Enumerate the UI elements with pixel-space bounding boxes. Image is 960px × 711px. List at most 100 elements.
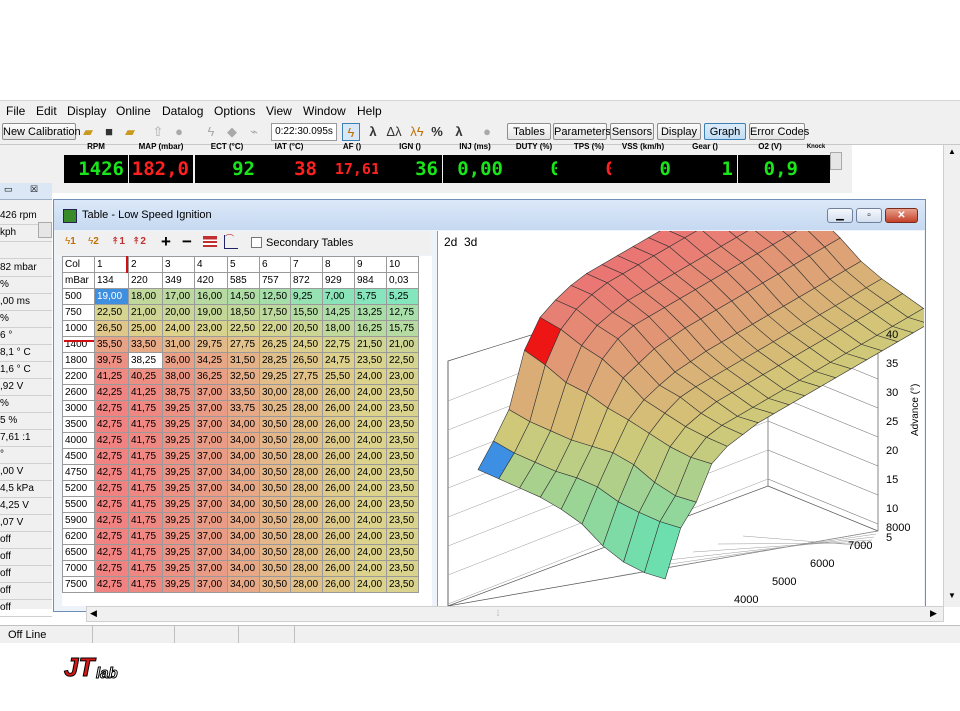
scroll-down-icon[interactable]: ▼ [948, 591, 956, 600]
table-cell[interactable]: 37,00 [194, 464, 228, 481]
menu-display[interactable]: Display [67, 104, 107, 118]
table-cell[interactable]: 34,00 [227, 432, 260, 449]
table-cell[interactable]: 28,00 [290, 576, 323, 593]
table-cell[interactable]: 18,00 [322, 320, 355, 337]
table-cell[interactable]: 23,50 [386, 464, 419, 481]
table-cell[interactable]: 26,00 [322, 480, 355, 497]
table-cell[interactable]: 24,00 [354, 544, 387, 561]
table-cell[interactable]: 42,75 [94, 448, 129, 465]
table-cell[interactable]: 34,00 [227, 464, 260, 481]
table-cell[interactable]: 12,50 [259, 288, 291, 305]
ignition-surface-3d[interactable]: 5 10 15 20 25 30 35 40 Advance (°) 4000 5000 6000 70… [438, 231, 924, 606]
table-cell[interactable]: 37,00 [194, 416, 228, 433]
table-cell[interactable]: 35,50 [94, 336, 129, 353]
sensors-button[interactable]: Sensors [610, 123, 654, 140]
table-cell[interactable]: 30,50 [259, 416, 291, 433]
table-cell[interactable]: 41,75 [128, 464, 163, 481]
table-cell[interactable]: 37,00 [194, 448, 228, 465]
table-cell[interactable]: 39,25 [162, 560, 195, 577]
table-cell[interactable]: 23,50 [386, 416, 419, 433]
menu-options[interactable]: Options [214, 104, 256, 118]
table-cell[interactable]: 26,50 [94, 320, 129, 337]
increase-icon[interactable]: + [161, 232, 171, 251]
table-cell[interactable]: 42,75 [94, 400, 129, 417]
table-cell[interactable]: 27,75 [290, 368, 323, 385]
menu-file[interactable]: File [6, 104, 26, 118]
table-cell[interactable]: 34,00 [227, 496, 260, 513]
table-cell[interactable]: 42,75 [94, 496, 129, 513]
table-cell[interactable]: 24,00 [162, 320, 195, 337]
window-titlebar[interactable]: Table - Low Speed Ignition ▁ ▫ ✕ [54, 200, 925, 230]
table-cell[interactable]: 21,00 [128, 304, 163, 321]
table-cell[interactable]: 37,00 [194, 544, 228, 561]
scroll-right-icon[interactable]: ▶ [930, 608, 937, 618]
table-cell[interactable]: 19,00 [194, 304, 228, 321]
menu-view[interactable]: View [266, 104, 292, 118]
parameters-button[interactable]: Parameters [553, 123, 611, 140]
table-cell[interactable]: 26,25 [259, 336, 291, 353]
table-cell[interactable]: 7,00 [322, 288, 355, 305]
view-2d-toggle[interactable]: 2d [444, 235, 458, 249]
horizontal-scrollbar[interactable]: ◀ ⦙ ▶ [86, 606, 944, 622]
table-cell[interactable]: 15,75 [386, 320, 419, 337]
table-cell[interactable]: 41,75 [128, 448, 163, 465]
table-cell[interactable]: 22,00 [259, 320, 291, 337]
table-cell[interactable]: 26,00 [322, 496, 355, 513]
table-cell[interactable]: 31,50 [227, 352, 260, 369]
table-cell[interactable]: 24,00 [354, 416, 387, 433]
table-cell[interactable]: 21,50 [354, 336, 387, 353]
table-cell[interactable]: 41,75 [128, 480, 163, 497]
table-cell[interactable]: 28,00 [290, 560, 323, 577]
table-cell[interactable]: 13,25 [354, 304, 387, 321]
tables-button[interactable]: Tables [507, 123, 551, 140]
table-cell[interactable]: 37,00 [194, 560, 228, 577]
table-cell[interactable]: 34,00 [227, 544, 260, 561]
table-cell[interactable]: 24,00 [354, 464, 387, 481]
error-codes-button[interactable]: Error Codes [749, 123, 809, 140]
table-cell[interactable]: 22,75 [322, 336, 355, 353]
table-cell[interactable]: 30,50 [259, 480, 291, 497]
table-cell[interactable]: 17,00 [162, 288, 195, 305]
table-cell[interactable]: 30,50 [259, 576, 291, 593]
secondary-tables-checkbox[interactable] [251, 237, 262, 248]
table-cell[interactable]: 34,00 [227, 448, 260, 465]
table-cell[interactable]: 24,00 [354, 512, 387, 529]
table-cell[interactable]: 26,00 [322, 416, 355, 433]
table-cell[interactable]: 22,50 [386, 352, 419, 369]
table-cell[interactable]: 26,00 [322, 528, 355, 545]
table-cell[interactable]: 41,75 [128, 400, 163, 417]
flash-icon[interactable]: ϟ [207, 124, 215, 139]
menu-help[interactable]: Help [357, 104, 382, 118]
table-cell[interactable]: 30,50 [259, 544, 291, 561]
table-cell[interactable]: 26,00 [322, 576, 355, 593]
table-cell[interactable]: 30,50 [259, 496, 291, 513]
scroll-up-icon[interactable]: ▲ [948, 147, 956, 156]
fill-table-icon[interactable] [203, 236, 217, 247]
warning-icon[interactable]: ● [483, 124, 491, 139]
table-cell[interactable]: 16,25 [354, 320, 387, 337]
table-cell[interactable]: 23,50 [354, 352, 387, 369]
table-cell[interactable]: 23,00 [386, 368, 419, 385]
table-cell[interactable]: 37,00 [194, 512, 228, 529]
table-cell[interactable]: 22,50 [227, 320, 260, 337]
lambda-ignition-icon[interactable]: λϟ [410, 124, 424, 139]
save-as-icon[interactable]: ▰ [125, 124, 135, 139]
decrease-icon[interactable]: − [182, 232, 192, 251]
table-cell[interactable]: 23,50 [386, 384, 419, 401]
table-cell[interactable]: 37,00 [194, 480, 228, 497]
gauge-scroll-thumb[interactable] [830, 152, 842, 170]
table-cell[interactable]: 36,25 [194, 368, 228, 385]
table-cell[interactable]: 23,50 [386, 432, 419, 449]
table-cell[interactable]: 38,75 [162, 384, 195, 401]
table-cell[interactable]: 26,00 [322, 384, 355, 401]
scroll-grip-icon[interactable]: ⦙ [497, 608, 500, 618]
menu-window[interactable]: Window [303, 104, 346, 118]
table-cell[interactable]: 26,00 [322, 432, 355, 449]
maximize-icon[interactable]: ▫ [856, 208, 882, 223]
table-cell[interactable]: 37,00 [194, 496, 228, 513]
table-cell[interactable]: 31,00 [162, 336, 195, 353]
table-cell[interactable]: 24,00 [354, 400, 387, 417]
table-cell[interactable]: 24,00 [354, 560, 387, 577]
table-cell[interactable]: 34,00 [227, 576, 260, 593]
vertical-scrollbar[interactable]: ▲ ▼ [943, 145, 960, 607]
